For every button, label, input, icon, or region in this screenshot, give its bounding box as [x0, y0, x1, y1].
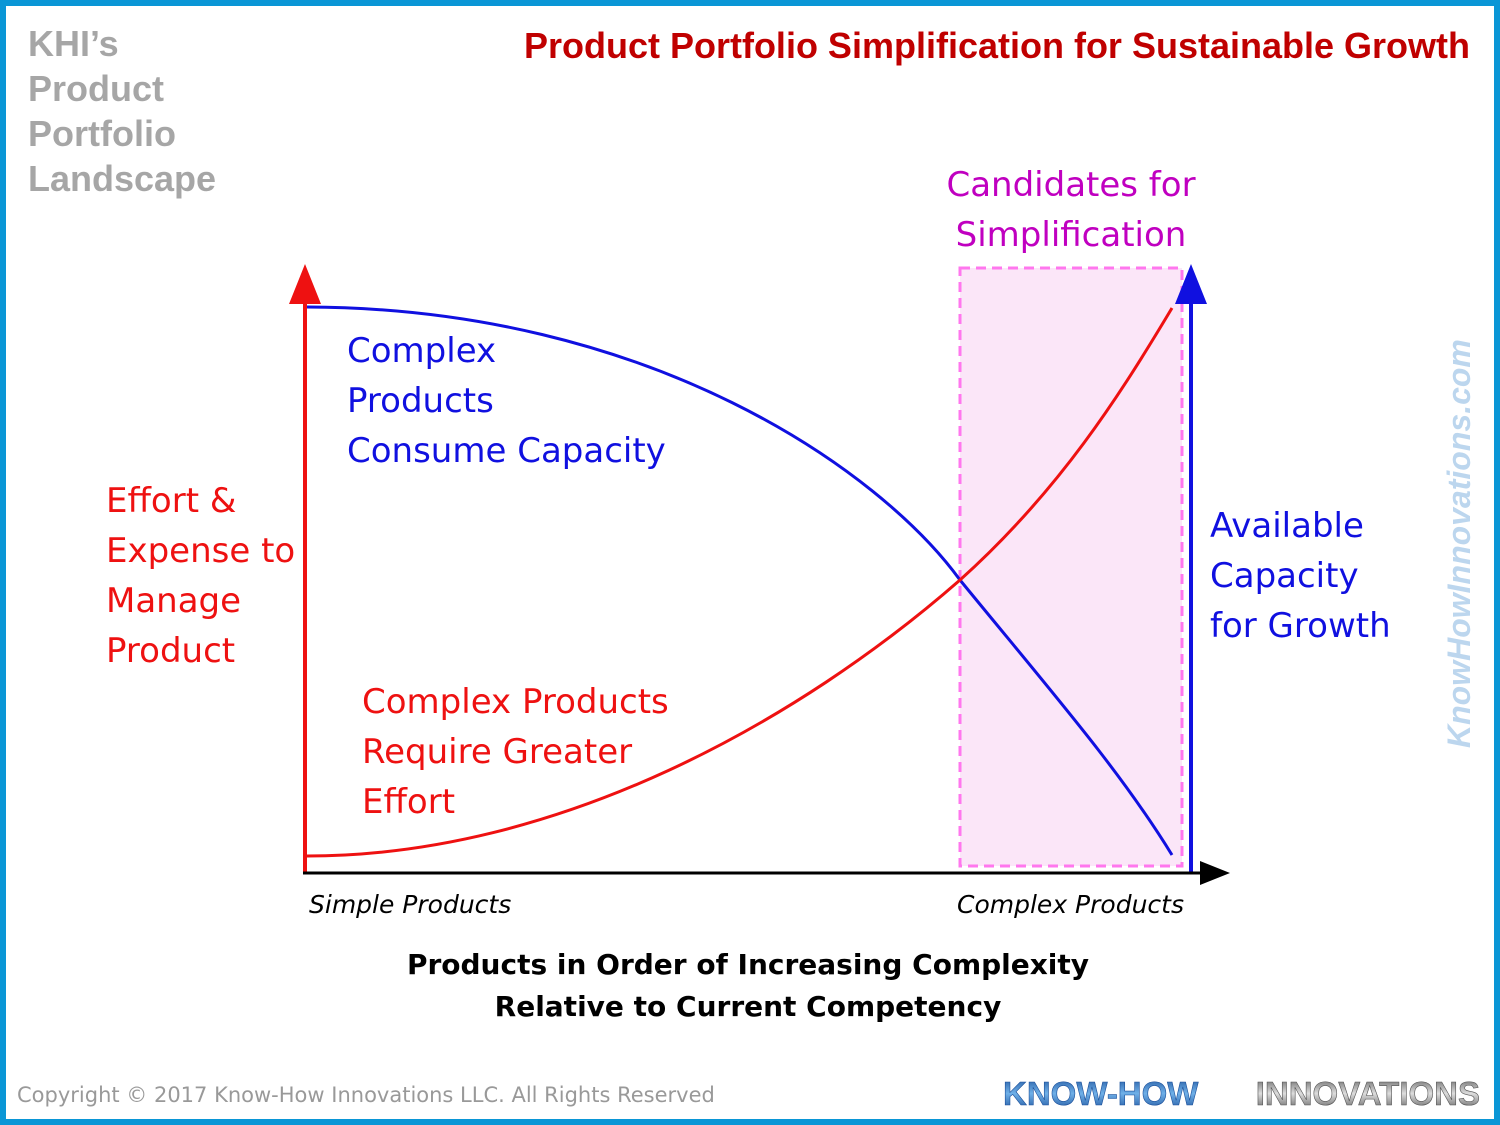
x-tick-complex: Complex Products [957, 890, 1184, 919]
label-line: Require Greater [362, 732, 632, 772]
logo-part: KNOW-HOW [1003, 1075, 1199, 1112]
logo-part: INNOVATIONS [1256, 1075, 1480, 1112]
company-logo: KNOW-HOW INNOVATIONS [1003, 1075, 1481, 1113]
left-axis-label: Effort & Expense to Manage Product [106, 481, 295, 671]
right-axis-label: Available Capacity for Growth [1210, 506, 1391, 646]
label-line: Effort [362, 782, 455, 822]
copyright: Copyright © 2017 Know-How Innovations LL… [17, 1083, 715, 1107]
label-line: Complex [347, 331, 496, 371]
label-line: Relative to Current Competency [495, 990, 1002, 1023]
effort-curve [306, 307, 1174, 858]
label-line: for Growth [1210, 606, 1391, 646]
x-axis-title: Products in Order of Increasing Complexi… [407, 948, 1089, 1023]
subtitle-line: KHI’s [28, 23, 119, 64]
label-line: Complex Products [362, 682, 669, 722]
capacity-curve-label: Complex Products Consume Capacity [347, 331, 666, 471]
label-line: Effort & [106, 481, 236, 521]
label-line: Expense to [106, 531, 295, 571]
subtitle-line: Landscape [28, 158, 216, 199]
label-line: Manage [106, 581, 241, 621]
page-title: Product Portfolio Simplification for Sus… [524, 25, 1470, 66]
label-line: Products [347, 381, 494, 421]
watermark: KnowHowInnovations.com [1441, 339, 1477, 748]
label-line: Available [1210, 506, 1364, 546]
subtitle-line: Portfolio [28, 113, 176, 154]
capacity-curve [306, 305, 1174, 856]
effort-curve-label: Complex Products Require Greater Effort [362, 682, 669, 822]
label-line: Capacity [1210, 556, 1359, 596]
label-line: Product [106, 631, 235, 671]
subtitle-line: Product [28, 68, 164, 109]
simplification-zone [958, 266, 1184, 868]
label-line: Simplification [956, 215, 1187, 255]
label-line: Products in Order of Increasing Complexi… [407, 948, 1089, 981]
candidates-label: Candidates for Simplification [946, 165, 1195, 255]
label-line: Candidates for [946, 165, 1195, 205]
subtitle: KHI’s Product Portfolio Landscape [28, 23, 216, 199]
x-tick-simple: Simple Products [309, 890, 511, 919]
label-line: Consume Capacity [347, 431, 666, 471]
